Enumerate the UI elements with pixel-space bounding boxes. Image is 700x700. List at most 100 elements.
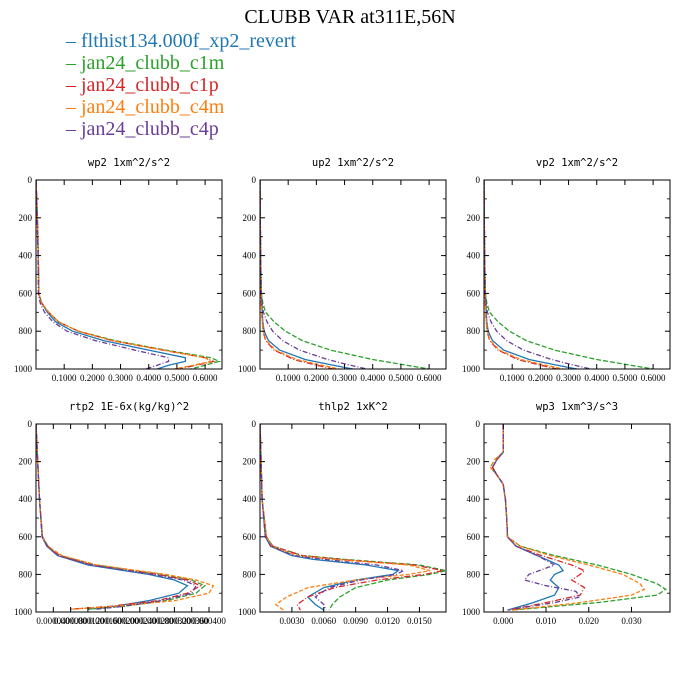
y-tick-label: 0 [252, 175, 257, 185]
x-tick-label: 0.000400 [192, 616, 226, 626]
x-tick-label: 0.2000 [80, 373, 105, 383]
y-tick-label: 200 [467, 213, 481, 223]
legend-dash: – [66, 30, 81, 52]
legend-label: jan24_clubb_c1p [81, 74, 219, 96]
legend-item-1: – jan24_clubb_c1m [66, 52, 296, 74]
x-tick-label: 0.010 [536, 616, 557, 626]
y-tick-label: 800 [467, 569, 481, 579]
y-tick-label: 600 [243, 288, 257, 298]
y-tick-label: 400 [243, 494, 257, 504]
series-line-4 [484, 180, 592, 369]
y-tick-label: 200 [19, 213, 33, 223]
plot-frame [259, 179, 447, 370]
legend-item-2: – jan24_clubb_c1p [66, 74, 296, 96]
series-line-3 [484, 180, 564, 369]
legend-dash: – [66, 96, 81, 118]
legend-item-3: – jan24_clubb_c4m [66, 96, 296, 118]
series-line-0 [260, 424, 400, 611]
x-tick-label: 0.000120 [71, 616, 105, 626]
series-line-4 [36, 180, 170, 369]
series-line-0 [484, 180, 578, 369]
series-line-1 [260, 180, 430, 369]
y-tick-label: 1000 [462, 364, 481, 374]
legend-label: jan24_clubb_c1m [81, 52, 225, 74]
x-tick-label: 0.4000 [136, 373, 161, 383]
y-tick-label: 0 [252, 419, 257, 429]
y-tick-label: 0 [28, 419, 33, 429]
y-tick-label: 600 [19, 288, 33, 298]
series-line-1 [36, 180, 222, 369]
chart-panel-0: wp2 1xm^2/s^2 0 200 400 600 800 1000 0.1000 0.20… [14, 157, 223, 383]
y-tick-label: 400 [19, 251, 33, 261]
chart-panel-2: vp2 1xm^2/s^2 0 200 400 600 800 1000 0.1000 0.20… [462, 157, 671, 383]
panel-title: vp2 1xm^2/s^2 [536, 157, 618, 169]
x-tick-label: 0.000320 [158, 616, 192, 626]
chart-panel-3: rtp2 1E-6x(kg/kg)^2020040060080010000.00… [14, 401, 226, 626]
panel-title: rtp2 1E-6x(kg/kg)^2 [69, 401, 189, 413]
legend-dash: – [66, 118, 81, 140]
legend-dash: – [66, 52, 81, 74]
series-line-3 [36, 424, 215, 610]
x-tick-label: 0.5000 [613, 373, 638, 383]
legend-item-0: – flthist134.000f_xp2_revert [66, 30, 296, 52]
x-tick-label: 0.0090 [343, 616, 368, 626]
x-tick-label: 0.1000 [500, 373, 525, 383]
x-tick-label: 0.000360 [175, 616, 209, 626]
chart-panel-1: up2 1xm^2/s^2 0 200 400 600 800 1000 0.1000 0.20… [238, 157, 447, 383]
y-tick-label: 600 [467, 288, 481, 298]
x-tick-label: 0.030 [621, 616, 642, 626]
series-line-4 [260, 180, 368, 369]
y-tick-label: 200 [19, 457, 33, 467]
x-tick-label: 0.0120 [375, 616, 400, 626]
y-tick-label: 0 [476, 419, 481, 429]
plot-frame [483, 423, 671, 613]
figure-title: CLUBB VAR at311E,56N [244, 6, 456, 28]
series-line-2 [36, 424, 202, 610]
series-line-0 [36, 424, 189, 610]
plot-frame [35, 423, 223, 613]
x-tick-label: 0.020 [579, 616, 600, 626]
y-tick-label: 1000 [462, 607, 481, 617]
legend-dash: – [66, 74, 81, 96]
y-tick-label: 1000 [14, 364, 33, 374]
x-tick-label: 0.2000 [528, 373, 553, 383]
x-tick-label: 0.000160 [88, 616, 122, 626]
series-line-1 [489, 424, 667, 611]
x-tick-label: 0.4000 [584, 373, 609, 383]
x-tick-label: 0.5000 [165, 373, 190, 383]
x-tick-label: 0.000240 [123, 616, 157, 626]
x-tick-label: 0.0150 [407, 616, 432, 626]
x-tick-label: 0.5000 [389, 373, 414, 383]
y-tick-label: 400 [467, 494, 481, 504]
x-tick-label: 0.6000 [417, 373, 442, 383]
y-tick-label: 1000 [14, 607, 33, 617]
x-tick-label: 0.000040 [36, 616, 70, 626]
x-tick-label: 0.6000 [193, 373, 218, 383]
x-tick-label: 0.3000 [556, 373, 581, 383]
y-tick-label: 600 [19, 532, 33, 542]
series-line-2 [260, 180, 334, 369]
y-tick-label: 800 [19, 569, 33, 579]
x-tick-label: 0.000 [493, 616, 514, 626]
panel-title: thlp2 1xK^2 [318, 401, 388, 413]
legend-label: jan24_clubb_c4m [81, 96, 225, 118]
y-tick-label: 200 [467, 457, 481, 467]
legend-item-4: – jan24_clubb_c4p [66, 118, 296, 140]
series-line-3 [36, 180, 213, 369]
y-tick-label: 0 [476, 175, 481, 185]
y-tick-label: 800 [467, 326, 481, 336]
series-line-4 [36, 424, 197, 610]
y-tick-label: 1000 [238, 364, 257, 374]
x-tick-label: 0.2000 [304, 373, 329, 383]
panel-title: wp2 1xm^2/s^2 [88, 157, 170, 169]
plot-frame [483, 179, 671, 370]
series-line-2 [36, 180, 216, 369]
series-line-2 [484, 180, 558, 369]
x-tick-label: 0.000080 [54, 616, 88, 626]
y-tick-label: 800 [243, 569, 257, 579]
x-tick-label: 0.0030 [280, 616, 305, 626]
x-tick-label: 0.0060 [311, 616, 336, 626]
chart-panel-5: wp3 1xm^3/s^3 0 200 400 600 800 1000 0.000 0.010… [462, 401, 671, 626]
legend: – flthist134.000f_xp2_revert – jan24_clu… [66, 30, 296, 140]
